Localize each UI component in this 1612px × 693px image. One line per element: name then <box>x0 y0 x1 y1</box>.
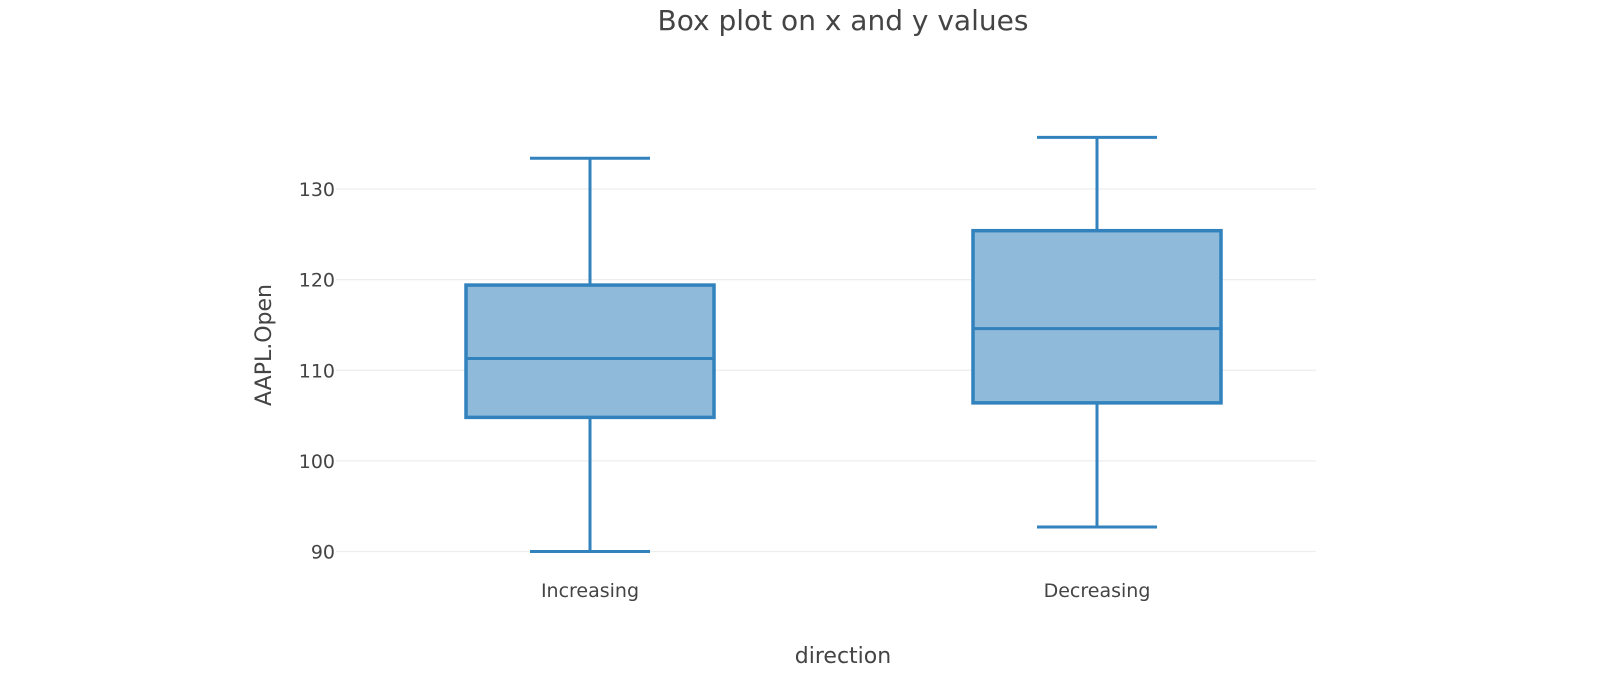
y-tick-label: 120 <box>299 270 335 292</box>
box-traces <box>464 135 1223 553</box>
y-tick-label: 130 <box>299 179 335 201</box>
x-tick-label: Increasing <box>541 580 639 602</box>
x-tick-label: Decreasing <box>1044 580 1151 602</box>
x-axis-tick-labels: Increasing Decreasing <box>541 580 1150 602</box>
box-decreasing <box>971 135 1223 529</box>
y-axis-tick-labels: 90 100 110 120 130 <box>299 179 335 564</box>
y-tick-label: 90 <box>311 542 335 564</box>
y-tick-label: 100 <box>299 451 335 473</box>
iqr-box <box>464 283 716 420</box>
y-tick-label: 110 <box>299 360 335 382</box>
x-axis-title: direction <box>795 644 891 669</box>
box-increasing <box>464 156 716 553</box>
iqr-box <box>971 228 1223 405</box>
y-axis-title: AAPL.Open <box>252 284 277 406</box>
chart-title: Box plot on x and y values <box>658 4 1029 37</box>
